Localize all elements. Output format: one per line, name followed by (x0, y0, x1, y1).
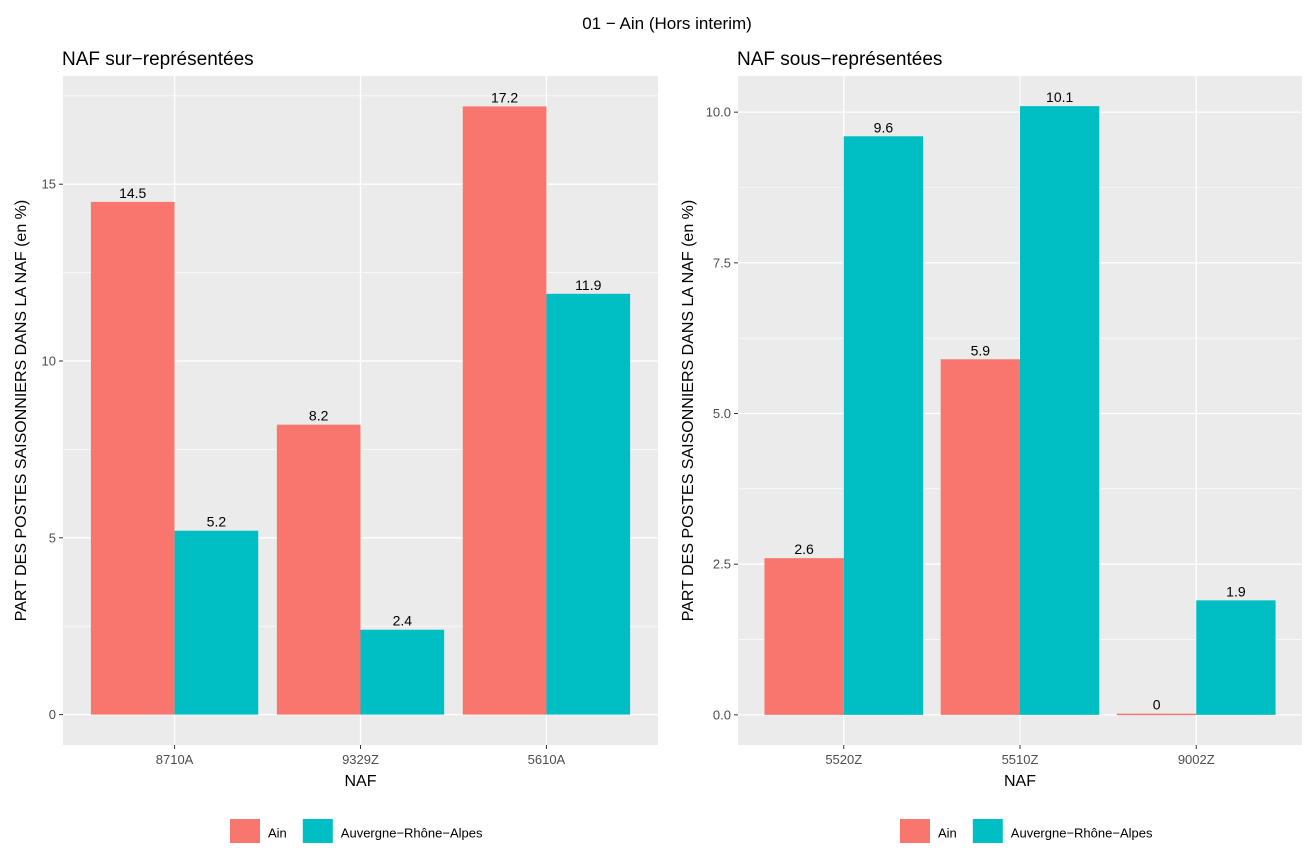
bar-value-label: 1.9 (1226, 583, 1246, 599)
bar (174, 530, 259, 715)
legend-label: Auvergne−Rhône−Alpes (1011, 826, 1153, 841)
legend-overrepresented: Ain Auvergne−Rhône−Alpes (230, 819, 483, 846)
bar (1020, 106, 1100, 715)
bar-value-label: 0 (1153, 697, 1161, 713)
bar-value-label: 11.9 (575, 277, 601, 293)
bar-value-label: 2.6 (794, 541, 814, 557)
legend-swatch (230, 819, 260, 846)
bar (764, 558, 844, 715)
y-axis-label: PART DES POSTES SAISONNIERS DANS LA NAF … (13, 200, 30, 621)
bar-value-label: 5.2 (207, 514, 227, 530)
legend-label: Ain (938, 826, 957, 841)
bar (1116, 713, 1197, 716)
y-tick-label: 2.5 (713, 557, 731, 572)
chart-panel-overrepresented: 0 5 10 15 14.5 8.2 17.2 5.2 2.4 11.9 8710A 9329Z 561… (13, 49, 658, 790)
y-tick-label: 10.0 (706, 105, 731, 120)
bar-value-label: 9.6 (874, 119, 894, 135)
legend-swatch (302, 819, 333, 846)
legend-underrepresented: Ain Auvergne−Rhône−Alpes (900, 819, 1153, 846)
y-tick-label: 0 (49, 707, 56, 722)
bar-value-label: 8.2 (309, 408, 329, 424)
y-tick-label: 5.0 (713, 406, 731, 421)
legend-swatch (900, 819, 930, 846)
y-tick-label: 10 (42, 353, 56, 368)
y-tick-label: 0.0 (713, 707, 731, 722)
bar (276, 424, 361, 715)
chart-panel-underrepresented: 0.0 2.5 5.0 7.5 10.0 2.6 5.9 0 9.6 10.1 1.9 5520Z 55… (680, 49, 1302, 790)
legend-swatch (972, 819, 1003, 846)
bar-value-label: 17.2 (491, 89, 518, 105)
x-tick-label: 5510Z (1002, 752, 1039, 767)
legend-label: Ain (268, 826, 287, 841)
y-tick-label: 5 (49, 530, 56, 545)
x-tick-label: 5610A (528, 752, 566, 767)
legend-label: Auvergne−Rhône−Alpes (341, 826, 483, 841)
bar (360, 629, 445, 715)
bar-value-label: 10.1 (1046, 89, 1073, 105)
x-tick-label: 8710A (156, 752, 194, 767)
y-tick-label: 7.5 (713, 255, 731, 270)
bar (843, 136, 924, 715)
bar (940, 359, 1020, 715)
bar (90, 201, 175, 715)
x-tick-label: 9329Z (342, 752, 379, 767)
bar-value-label: 2.4 (393, 613, 413, 629)
x-tick-label: 5520Z (825, 752, 862, 767)
bar-value-label: 14.5 (119, 185, 146, 201)
bar (546, 293, 631, 715)
x-axis-label: NAF (345, 773, 377, 790)
bar (462, 106, 547, 715)
y-axis-label: PART DES POSTES SAISONNIERS DANS LA NAF … (680, 200, 697, 621)
x-axis-label: NAF (1004, 773, 1036, 790)
bar-value-label: 5.9 (971, 342, 991, 358)
panel-title: NAF sous−représentées (737, 49, 942, 70)
panel-title: NAF sur−représentées (62, 49, 254, 70)
x-tick-label: 9002Z (1178, 752, 1215, 767)
figure-title: 01 − Ain (Hors interim) (582, 14, 752, 33)
y-tick-label: 15 (42, 177, 56, 192)
bar (1196, 600, 1276, 715)
